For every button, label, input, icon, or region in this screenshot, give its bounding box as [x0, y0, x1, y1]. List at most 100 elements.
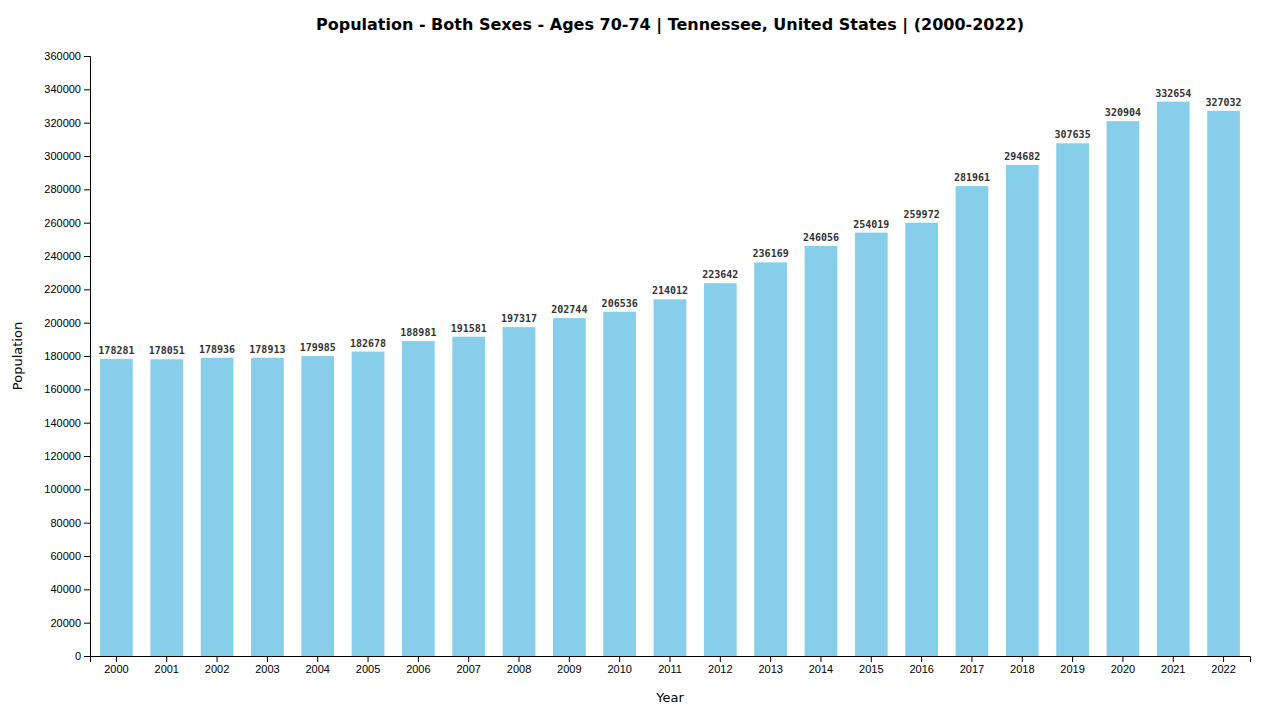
x-tick-mark [217, 656, 218, 662]
y-tick-label: 300000 [44, 150, 81, 162]
x-tick: 2005 [356, 656, 380, 675]
x-tick-mark [1022, 656, 1023, 662]
bar [855, 233, 888, 656]
x-tick-label: 2009 [557, 663, 581, 675]
x-tick: 2019 [1060, 656, 1084, 675]
y-tick-mark [84, 523, 90, 524]
y-tick-label: 140000 [44, 417, 81, 429]
y-tick-mark [84, 589, 90, 590]
bar [1207, 111, 1240, 656]
x-tick: 2002 [205, 656, 229, 675]
x-tick-label: 2003 [255, 663, 279, 675]
y-tick: 260000 [44, 217, 90, 229]
y-tick-label: 220000 [44, 283, 81, 295]
x-tick: 2001 [155, 656, 179, 675]
y-tick: 140000 [44, 417, 90, 429]
x-tick: 2004 [305, 656, 329, 675]
bar [1107, 121, 1140, 656]
bar [503, 327, 536, 656]
y-tick-label: 40000 [50, 583, 81, 595]
x-tick: 2017 [960, 656, 984, 675]
x-tick: 2020 [1111, 656, 1135, 675]
y-tick-label: 180000 [44, 350, 81, 362]
y-tick-label: 80000 [50, 517, 81, 529]
x-tick: 2007 [456, 656, 480, 675]
y-tick-label: 260000 [44, 217, 81, 229]
y-tick: 20000 [50, 617, 90, 629]
bar [754, 262, 787, 656]
y-tick-mark [84, 489, 90, 490]
x-tick-label: 2006 [406, 663, 430, 675]
y-tick-label: 340000 [44, 83, 81, 95]
data-label: 236169 [753, 248, 789, 259]
data-label: 281961 [954, 172, 990, 183]
chart: 1782811780511789361789131799851826781889… [0, 0, 1280, 720]
y-tick: 200000 [44, 317, 90, 329]
x-tick-label: 2007 [456, 663, 480, 675]
data-label: 178936 [199, 344, 235, 355]
data-label: 320904 [1105, 107, 1141, 118]
x-tick: 2018 [1010, 656, 1034, 675]
x-axis-title: Year [655, 690, 684, 705]
x-tick: 2003 [255, 656, 279, 675]
data-label: 294682 [1004, 151, 1040, 162]
x-tick-mark [317, 656, 318, 662]
bar [654, 299, 687, 656]
y-tick: 80000 [50, 517, 90, 529]
y-axis-line [84, 57, 91, 657]
x-tick-label: 2004 [305, 663, 329, 675]
x-tick: 2021 [1161, 656, 1185, 675]
y-tick: 220000 [44, 283, 90, 295]
bar [704, 283, 737, 656]
x-axis: 2000 2001 2002 2003 2004 2005 2006 2007 2008 2009… [91, 656, 1251, 675]
bar [956, 186, 989, 656]
data-label: 332654 [1155, 88, 1191, 99]
y-tick-mark [84, 389, 90, 390]
data-label: 254019 [853, 219, 889, 230]
y-tick: 180000 [44, 350, 90, 362]
x-tick-mark [770, 656, 771, 662]
x-tick-mark [720, 656, 721, 662]
y-tick-mark [84, 623, 90, 624]
data-label: 179985 [300, 342, 336, 353]
x-tick-label: 2015 [859, 663, 883, 675]
data-label: 202744 [551, 304, 587, 315]
x-tick-label: 2020 [1111, 663, 1135, 675]
x-tick-label: 2021 [1161, 663, 1185, 675]
y-tick-label: 240000 [44, 250, 81, 262]
bar [251, 358, 284, 656]
x-tick-mark [166, 656, 167, 662]
bar [452, 337, 485, 656]
bar [150, 359, 183, 656]
x-tick-label: 2013 [758, 663, 782, 675]
x-tick: 2008 [507, 656, 531, 675]
y-tick-label: 160000 [44, 383, 81, 395]
x-tick: 2000 [104, 656, 128, 675]
x-tick-label: 2012 [708, 663, 732, 675]
y-tick-mark [84, 156, 90, 157]
data-label: 223642 [702, 269, 738, 280]
data-label: 178281 [98, 345, 134, 356]
x-tick-label: 2017 [960, 663, 984, 675]
bar [352, 352, 385, 656]
y-tick-mark [84, 89, 90, 90]
bar [603, 312, 636, 656]
x-tick-mark [619, 656, 620, 662]
data-label: 191581 [451, 323, 487, 334]
y-tick-mark [84, 256, 90, 257]
y-tick: 240000 [44, 250, 90, 262]
data-label: 246056 [803, 232, 839, 243]
data-label: 214012 [652, 285, 688, 296]
x-tick: 2014 [809, 656, 833, 675]
y-tick-mark [84, 223, 90, 224]
y-tick: 320000 [44, 117, 90, 129]
y-tick-label: 280000 [44, 183, 81, 195]
bar [201, 358, 234, 656]
y-axis-title: Population [10, 322, 25, 390]
bar [100, 359, 133, 656]
x-tick: 2012 [708, 656, 732, 675]
x-tick-label: 2018 [1010, 663, 1034, 675]
x-tick-label: 2022 [1211, 663, 1235, 675]
y-tick: 60000 [50, 550, 90, 562]
x-tick-mark [468, 656, 469, 662]
